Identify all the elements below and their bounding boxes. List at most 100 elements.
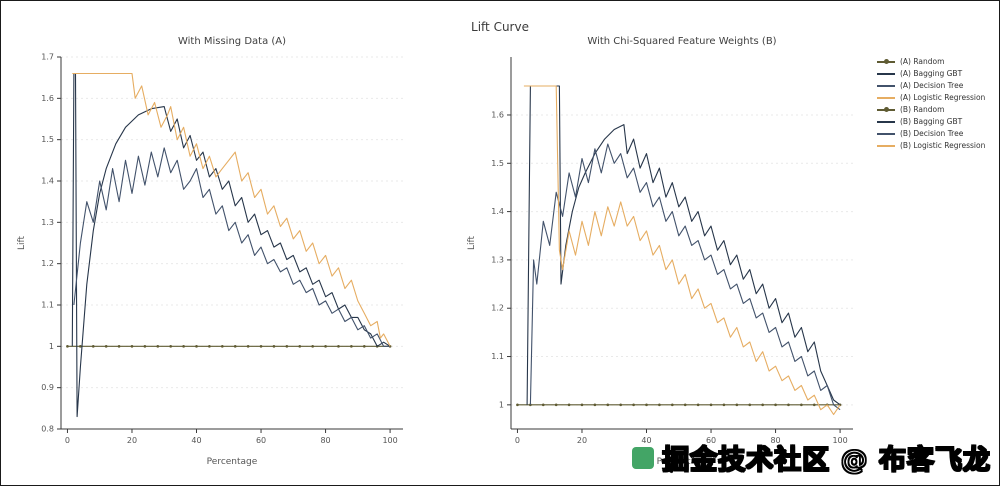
series-marker bbox=[632, 403, 635, 407]
x-tick-label: 80 bbox=[770, 436, 780, 445]
series-marker bbox=[735, 403, 739, 407]
series-marker bbox=[324, 345, 327, 348]
series-marker bbox=[285, 345, 289, 348]
y-tick-label: 1.5 bbox=[41, 135, 54, 144]
series-marker bbox=[91, 345, 95, 348]
chart-with-missing-data: 0.8 0.9 1 1.1 1.2 1.3 1.4 1.5 1.6 1.7 0 20 40 60 80 100… bbox=[13, 31, 413, 475]
series-marker bbox=[541, 403, 545, 407]
legend: (A) Random (A) Bagging GBT (A) Decision Tr… bbox=[877, 57, 999, 150]
series-marker bbox=[337, 345, 340, 348]
series-line bbox=[73, 147, 391, 347]
legend-item: (A) Bagging GBT bbox=[877, 69, 999, 78]
series-marker bbox=[259, 345, 263, 348]
legend-item: (B) Decision Tree bbox=[877, 129, 999, 138]
legend-line-sample bbox=[877, 84, 895, 87]
legend-marker-icon bbox=[884, 107, 889, 112]
series-marker bbox=[529, 403, 532, 407]
legend-item-label: (A) Logistic Regression bbox=[900, 92, 986, 102]
y-tick-label: 0.8 bbox=[41, 425, 54, 434]
legend-item-label: (A) Decision Tree bbox=[900, 80, 964, 90]
series-marker bbox=[580, 403, 584, 407]
legend-item-label: (A) Random bbox=[900, 56, 945, 66]
series-marker bbox=[722, 403, 726, 407]
page-title: Lift Curve bbox=[471, 20, 529, 34]
y-tick-label: 1.1 bbox=[491, 352, 504, 361]
legend-item-label: (A) Bagging GBT bbox=[900, 68, 963, 78]
series-marker bbox=[567, 403, 571, 407]
y-tick-label: 1.3 bbox=[491, 255, 504, 264]
legend-line-sample bbox=[877, 107, 895, 112]
series-marker bbox=[593, 403, 597, 407]
subplot-title: With Missing Data (A) bbox=[178, 36, 286, 47]
series-marker bbox=[182, 345, 185, 348]
series-marker bbox=[748, 403, 752, 407]
series-marker bbox=[658, 403, 661, 407]
series-line bbox=[523, 85, 841, 416]
y-tick-label: 1.2 bbox=[41, 259, 54, 268]
legend-item: (B) Bagging GBT bbox=[877, 117, 999, 126]
x-tick-label: 60 bbox=[706, 436, 716, 445]
series-marker bbox=[233, 345, 237, 348]
chart-svg: 0.8 0.9 1 1.1 1.2 1.3 1.4 1.5 1.6 1.7 0 20 40 60 80 100… bbox=[17, 36, 403, 467]
y-axis-label: Lift bbox=[17, 236, 27, 251]
series-marker bbox=[761, 403, 764, 407]
series-marker bbox=[208, 345, 211, 348]
x-tick-label: 40 bbox=[641, 436, 651, 445]
x-axis-label: Percentage bbox=[207, 457, 258, 467]
series-line bbox=[526, 85, 841, 406]
series-marker bbox=[516, 403, 519, 407]
series-marker bbox=[554, 403, 558, 407]
series-marker bbox=[195, 345, 198, 348]
series-marker bbox=[156, 345, 160, 348]
series-marker bbox=[362, 345, 366, 348]
chart-with-chi-squared-weights: 1 1.1 1.2 1.3 1.4 1.5 1.6 0 20 40 60 80 100 With Chi-… bbox=[463, 31, 863, 475]
x-axis-label: Percentage bbox=[657, 457, 708, 467]
legend-line-sample bbox=[877, 96, 895, 99]
y-tick-label: 1.5 bbox=[491, 159, 504, 168]
series-marker bbox=[143, 345, 147, 348]
legend-item: (A) Random bbox=[877, 57, 999, 66]
y-tick-label: 0.9 bbox=[41, 383, 54, 392]
series-marker bbox=[350, 345, 353, 348]
x-tick-label: 60 bbox=[256, 436, 266, 445]
series-marker bbox=[683, 403, 687, 407]
y-tick-label: 1.3 bbox=[41, 218, 54, 227]
series-marker bbox=[66, 345, 69, 348]
legend-line-sample bbox=[877, 144, 895, 147]
series-marker bbox=[130, 345, 134, 348]
legend-line-sample bbox=[877, 59, 895, 64]
series-marker bbox=[272, 345, 276, 348]
chart-svg: 1 1.1 1.2 1.3 1.4 1.5 1.6 0 20 40 60 80 100 With Chi-… bbox=[467, 36, 853, 467]
series-marker bbox=[79, 345, 82, 348]
series-line bbox=[72, 72, 391, 347]
series-marker bbox=[645, 403, 648, 407]
series-marker bbox=[619, 403, 622, 407]
y-tick-label: 1.4 bbox=[41, 177, 54, 186]
y-tick-label: 1.6 bbox=[491, 110, 504, 119]
legend-item-label: (B) Logistic Regression bbox=[900, 140, 986, 150]
y-tick-label: 1 bbox=[499, 400, 504, 409]
legend-line-sample bbox=[877, 120, 895, 123]
y-tick-label: 1.6 bbox=[41, 94, 54, 103]
y-tick-label: 1.1 bbox=[41, 301, 54, 310]
x-tick-label: 100 bbox=[832, 436, 847, 445]
x-tick-label: 40 bbox=[191, 436, 201, 445]
series-marker bbox=[774, 403, 777, 407]
series-marker bbox=[812, 403, 816, 407]
series-marker bbox=[709, 403, 713, 407]
series-line bbox=[529, 143, 841, 411]
legend-item: (B) Random bbox=[877, 105, 999, 114]
legend-item: (A) Logistic Regression bbox=[877, 93, 999, 102]
legend-item-label: (B) Decision Tree bbox=[900, 128, 964, 138]
legend-marker-icon bbox=[884, 59, 889, 64]
x-tick-label: 80 bbox=[320, 436, 330, 445]
series-marker bbox=[298, 345, 302, 348]
juejin-logo-icon bbox=[632, 446, 655, 469]
series-marker bbox=[169, 345, 172, 348]
series-marker bbox=[787, 403, 790, 407]
series-marker bbox=[117, 345, 121, 348]
x-tick-label: 0 bbox=[515, 436, 520, 445]
legend-item: (B) Logistic Regression bbox=[877, 141, 999, 150]
series-line bbox=[71, 72, 391, 418]
